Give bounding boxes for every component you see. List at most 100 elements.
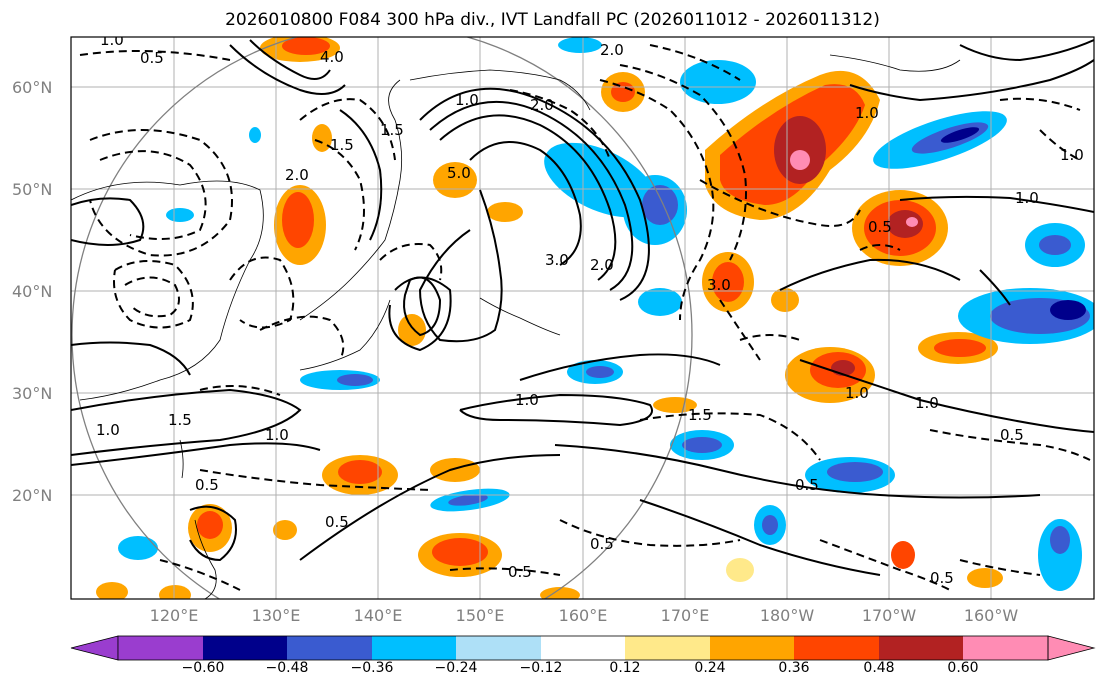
lon-label: 170°E — [660, 606, 710, 625]
neg-blob — [1039, 235, 1071, 255]
contour-label: 0.5 — [140, 49, 164, 67]
lat-label: 40°N — [12, 282, 53, 301]
colorbar-swatch — [625, 636, 710, 660]
dashed-contours — [79, 44, 1091, 591]
neg-blob — [337, 374, 373, 386]
contour-label: 0.5 — [590, 535, 614, 553]
neg-blob — [448, 494, 488, 506]
pos-blob — [282, 192, 314, 248]
colorbar-swatch — [794, 636, 879, 660]
neg-blob — [558, 37, 602, 53]
contour-label: 1.0 — [855, 104, 879, 122]
pos-blob — [273, 520, 297, 540]
map-title: 2026010800 F084 300 hPa div., IVT Landfa… — [225, 10, 880, 30]
lat-label: 60°N — [12, 78, 53, 97]
neg-blob — [638, 288, 682, 316]
contour-label: 1.0 — [100, 31, 124, 49]
lon-label: 180°W — [759, 606, 815, 625]
contour-label: 2.0 — [285, 166, 309, 184]
pos-blob — [726, 558, 754, 582]
colorbar-tick-label: −0.12 — [519, 660, 563, 676]
lon-label: 170°W — [861, 606, 917, 625]
neg-blob — [827, 462, 883, 482]
contour-label: 0.5 — [508, 563, 532, 581]
contour-label: 0.5 — [930, 569, 954, 587]
coastlines — [71, 54, 961, 599]
contour-label: 1.0 — [96, 421, 120, 439]
contour-label: 3.0 — [707, 276, 731, 294]
pos-blob — [771, 288, 799, 312]
pos-blob — [887, 210, 923, 238]
pos-blob — [159, 585, 191, 599]
contour-label: 2.0 — [530, 96, 554, 114]
pos-blob — [967, 568, 1003, 588]
colorbar-swatch — [287, 636, 372, 660]
colorbar-swatch — [203, 636, 287, 660]
colorbar-tick-label: 0.12 — [609, 660, 641, 676]
neg-blob — [1038, 519, 1082, 591]
colorbar-tick-label: 0.24 — [694, 660, 726, 676]
pos-blob — [653, 397, 697, 413]
colorbar-tick-label: −0.24 — [434, 660, 478, 676]
lat-label: 50°N — [12, 180, 53, 199]
lon-label: 150°E — [455, 606, 505, 625]
solid-contours — [71, 39, 1094, 576]
pos-blob — [430, 458, 480, 482]
colorbar-low-extend — [70, 635, 119, 661]
contour-label: 1.0 — [845, 384, 869, 402]
contour-label: 5.0 — [447, 164, 471, 182]
contour-label: 1.0 — [455, 91, 479, 109]
contour-label: 1.0 — [515, 391, 539, 409]
contour-label: 2.0 — [600, 41, 624, 59]
lat-label: 30°N — [12, 384, 53, 403]
colorbar-swatch — [118, 636, 203, 660]
lon-label: 130°E — [251, 606, 301, 625]
colorbar-tick-label: −0.48 — [265, 660, 309, 676]
pos-blob — [906, 217, 918, 227]
contour-label: 1.0 — [1015, 189, 1039, 207]
pos-blob — [934, 339, 986, 357]
contour-label: 0.5 — [195, 476, 219, 494]
contour-label: 2.0 — [590, 256, 614, 274]
neg-blob — [118, 536, 158, 560]
neg-blob — [682, 437, 722, 453]
colorbar — [70, 635, 1096, 661]
pos-blob — [487, 202, 523, 222]
contour-label: 1.0 — [915, 394, 939, 412]
contour-label: 1.5 — [688, 406, 712, 424]
neg-blob — [1050, 300, 1086, 320]
contour-label: 0.5 — [1000, 426, 1024, 444]
contour-label: 4.0 — [320, 48, 344, 66]
gridlines — [71, 37, 1094, 599]
map-frame: 1.0 0.5 4.0 2.0 1.5 2.0 1.0 1.5 2.0 1.0 … — [71, 31, 1094, 599]
lon-label: 120°E — [149, 606, 199, 625]
map-border — [70, 36, 1095, 600]
neg-blob — [249, 127, 261, 143]
contour-label: 0.5 — [795, 476, 819, 494]
contour-label: 0.5 — [868, 218, 892, 236]
colorbar-tick-label: −0.60 — [181, 660, 225, 676]
colorbar-swatch — [541, 636, 625, 660]
pos-blob — [197, 511, 223, 539]
pos-blob — [891, 541, 915, 569]
pos-blob — [282, 37, 330, 55]
colorbar-swatch — [963, 636, 1048, 660]
colorbar-tick-label: −0.36 — [350, 660, 394, 676]
neg-blob — [642, 185, 678, 225]
contour-label: 0.5 — [325, 513, 349, 531]
contour-labels: 1.0 0.5 4.0 2.0 1.5 2.0 1.0 1.5 2.0 1.0 … — [96, 31, 1084, 587]
pos-blob — [432, 538, 488, 566]
neg-blob — [680, 60, 756, 104]
pos-blob — [790, 150, 810, 170]
lon-label: 140°E — [353, 606, 403, 625]
colorbar-swatch — [372, 636, 456, 660]
lat-label: 20°N — [12, 486, 53, 505]
pos-blob — [338, 460, 382, 484]
colorbar-swatch — [456, 636, 541, 660]
neg-blob — [166, 208, 194, 222]
neg-blob — [1050, 526, 1070, 554]
pos-blob — [312, 124, 332, 152]
pos-blob — [712, 262, 744, 302]
colorbar-swatch — [710, 636, 794, 660]
colorbar-swatch — [879, 636, 963, 660]
